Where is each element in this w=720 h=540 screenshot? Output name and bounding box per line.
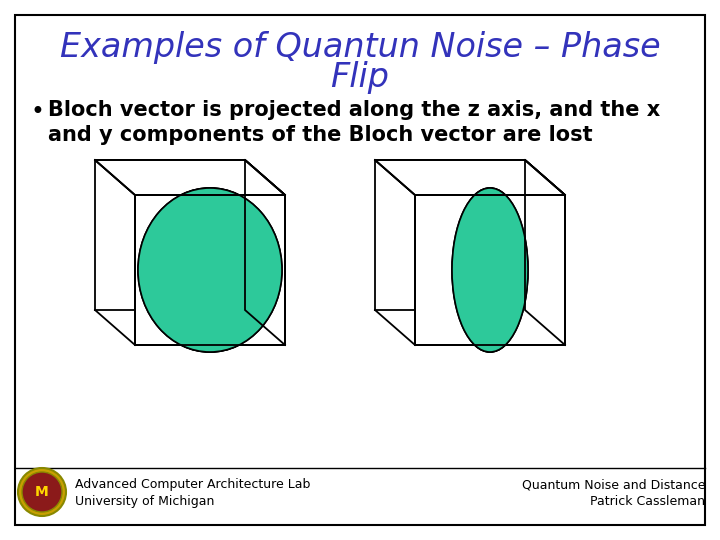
Bar xyxy=(415,195,565,345)
Text: •: • xyxy=(30,100,44,124)
Bar xyxy=(135,195,285,345)
Circle shape xyxy=(22,472,62,512)
Text: Flip: Flip xyxy=(330,62,390,94)
Bar xyxy=(135,195,285,345)
Text: Advanced Computer Architecture Lab: Advanced Computer Architecture Lab xyxy=(75,478,310,491)
Text: M: M xyxy=(35,485,49,499)
Text: and y components of the Bloch vector are lost: and y components of the Bloch vector are… xyxy=(48,125,593,145)
Ellipse shape xyxy=(138,188,282,352)
Ellipse shape xyxy=(452,188,528,352)
Text: Bloch vector is projected along the z axis, and the x: Bloch vector is projected along the z ax… xyxy=(48,100,660,120)
Text: Patrick Cassleman: Patrick Cassleman xyxy=(590,495,705,508)
Polygon shape xyxy=(375,160,565,195)
Circle shape xyxy=(18,468,66,516)
Polygon shape xyxy=(525,160,565,345)
Ellipse shape xyxy=(138,188,282,352)
Ellipse shape xyxy=(452,188,528,352)
Bar xyxy=(415,195,565,345)
Ellipse shape xyxy=(452,188,528,352)
Text: Quantum Noise and Distance: Quantum Noise and Distance xyxy=(521,478,705,491)
Bar xyxy=(415,195,565,345)
Bar xyxy=(135,195,285,345)
Polygon shape xyxy=(95,160,285,195)
Text: Examples of Quantun Noise – Phase: Examples of Quantun Noise – Phase xyxy=(60,31,660,64)
Ellipse shape xyxy=(138,188,282,352)
Polygon shape xyxy=(245,160,285,345)
Text: University of Michigan: University of Michigan xyxy=(75,495,215,508)
